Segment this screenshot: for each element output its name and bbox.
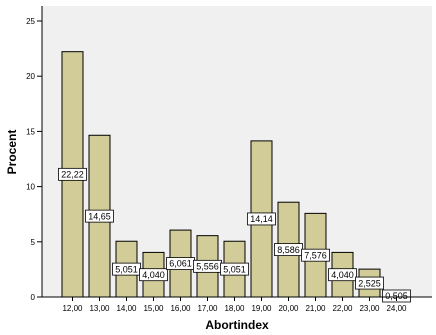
y-tick-label: 5 — [31, 238, 36, 247]
y-axis-title: Procent — [5, 130, 19, 175]
data-label: 4,040 — [142, 270, 165, 280]
x-tick-label: 14,00 — [116, 304, 137, 313]
data-label: 22,22 — [61, 170, 84, 180]
data-label: 0,505 — [385, 291, 408, 301]
y-tick-label: 20 — [26, 72, 35, 81]
y-tick-label: 0 — [31, 293, 36, 302]
x-tick-label: 18,00 — [224, 304, 245, 313]
data-label: 2,525 — [358, 278, 381, 288]
x-tick-label: 20,00 — [278, 304, 299, 313]
data-label: 5,051 — [115, 264, 138, 274]
data-label-box — [355, 276, 384, 290]
y-tick-label: 15 — [26, 127, 35, 136]
data-label: 14,14 — [250, 214, 273, 224]
data-label: 5,556 — [196, 262, 219, 272]
x-tick-label: 23,00 — [359, 304, 380, 313]
data-label-box — [382, 289, 411, 303]
x-tick-label: 16,00 — [170, 304, 191, 313]
data-label: 6,061 — [169, 259, 192, 269]
data-label: 8,586 — [277, 245, 300, 255]
x-axis: 12,00 13,00 14,00 15,00 16,00 17,00 18,00 19,00… — [42, 296, 432, 313]
data-label-box — [139, 268, 168, 282]
x-tick-label: 19,00 — [251, 304, 272, 313]
data-labels-group: 22,22 14,65 5,051 4,040 6,061 5,556 5,051 14,14… — [58, 167, 411, 303]
y-tick-label: 10 — [26, 183, 35, 192]
data-label-box — [247, 212, 276, 226]
x-tick-label: 13,00 — [89, 304, 110, 313]
data-label: 14,65 — [88, 211, 111, 221]
x-axis-title: Abortindex — [205, 318, 269, 332]
x-tick-label: 17,00 — [197, 304, 218, 313]
x-tick-label: 12,00 — [62, 304, 83, 313]
data-label-box — [58, 167, 87, 181]
data-label-box — [220, 262, 249, 276]
x-tick-label: 24,00 — [386, 304, 407, 313]
y-axis: 0 5 10 15 20 25 — [26, 6, 43, 302]
data-label: 7,576 — [304, 250, 327, 260]
y-tick-label: 25 — [26, 17, 35, 26]
x-tick-label: 21,00 — [305, 304, 326, 313]
x-tick-label: 22,00 — [332, 304, 353, 313]
data-label-box — [328, 268, 357, 282]
data-label-box — [85, 209, 114, 223]
data-label: 4,040 — [331, 270, 354, 280]
data-label: 5,051 — [223, 264, 246, 274]
x-tick-label: 15,00 — [143, 304, 164, 313]
data-label-box — [301, 248, 330, 262]
